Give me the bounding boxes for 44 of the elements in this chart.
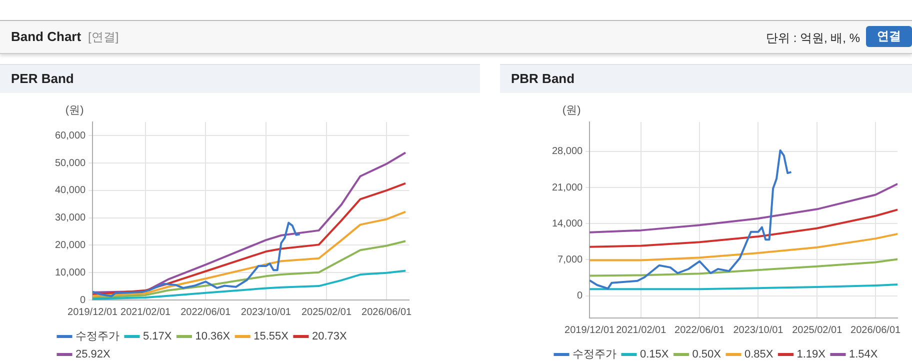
- y-tick-label: 0: [577, 290, 584, 302]
- x-tick-label: 2021/02/01: [120, 306, 172, 318]
- y-tick-label: 50,000: [54, 158, 86, 169]
- y-tick-label: 14,000: [552, 218, 584, 230]
- x-tick-label: 2022/06/01: [674, 324, 726, 336]
- text: [연결]: [88, 29, 119, 46]
- legend-label: 15.55X: [254, 330, 290, 343]
- legend-label: 1.19X: [796, 348, 826, 361]
- legend-label: 1.54X: [848, 348, 878, 361]
- chart-title: PER Band: [0, 64, 480, 93]
- y-axis-title: (원): [65, 104, 84, 117]
- y-tick-label: 28,000: [552, 146, 584, 158]
- y-tick-label: 60,000: [54, 130, 86, 142]
- x-tick-label: 2025/02/01: [792, 324, 843, 336]
- y-tick-label: 7,000: [558, 254, 584, 266]
- legend-label: 수정주가: [76, 330, 120, 343]
- y-tick-label: 21,000: [552, 182, 584, 194]
- x-tick-label: 2023/10/01: [733, 324, 784, 336]
- legend-label: 20.73X: [312, 330, 348, 343]
- legend-label: 0.50X: [692, 348, 722, 361]
- legend-label: 0.15X: [640, 348, 670, 361]
- x-tick-label: 2021/02/01: [616, 324, 667, 336]
- x-tick-label: 2025/02/01: [301, 306, 352, 318]
- y-tick-label: 40,000: [54, 185, 86, 196]
- chart-title: PBR Band: [500, 64, 912, 93]
- x-tick-label: 2023/10/01: [240, 306, 292, 318]
- legend-label: 0.85X: [744, 348, 774, 361]
- y-tick-label: 30,000: [54, 212, 86, 224]
- legend-label: 5.17X: [143, 330, 172, 343]
- y-tick-label: 0: [80, 294, 86, 306]
- legend-label: 10.36X: [195, 330, 231, 343]
- x-tick-label: 2026/06/01: [850, 324, 901, 336]
- x-tick-label: 2026/06/01: [362, 306, 412, 318]
- y-tick-label: 20,000: [54, 240, 86, 251]
- text: 연결: [866, 26, 912, 47]
- text: Band Chart: [11, 29, 82, 44]
- y-axis-title: (원): [562, 104, 581, 117]
- y-tick-label: 10,000: [54, 267, 86, 278]
- legend-label: 수정주가: [572, 348, 616, 361]
- x-tick-label: 2019/12/01: [68, 306, 118, 318]
- x-tick-label: 2022/06/01: [180, 306, 232, 318]
- x-tick-label: 2019/12/01: [564, 324, 616, 336]
- legend-label: 25.92X: [76, 348, 112, 361]
- text: 단위 : 억원, 배, %: [766, 30, 860, 47]
